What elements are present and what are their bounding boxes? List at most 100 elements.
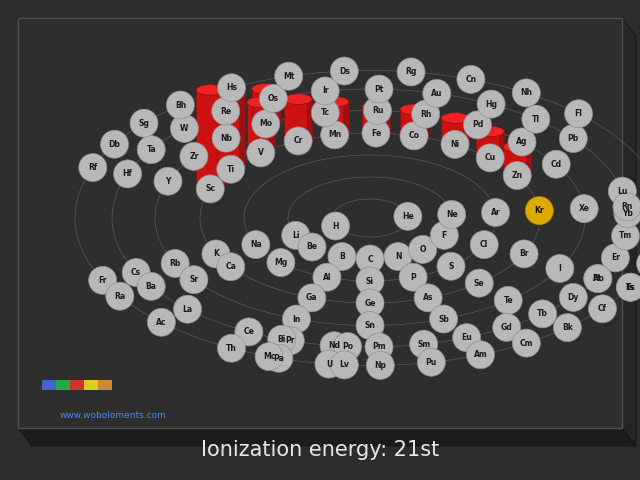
Circle shape [465, 269, 493, 297]
Bar [42, 380, 56, 390]
Polygon shape [499, 132, 504, 158]
Text: Cd: Cd [550, 160, 562, 169]
Circle shape [242, 230, 270, 259]
Circle shape [247, 139, 275, 167]
Text: Rb: Rb [170, 259, 181, 268]
Circle shape [173, 295, 202, 323]
Polygon shape [284, 99, 312, 141]
Bar [56, 380, 70, 390]
Circle shape [366, 351, 394, 379]
Text: N: N [395, 252, 401, 261]
Circle shape [218, 334, 246, 362]
Text: Ir: Ir [322, 86, 328, 96]
Ellipse shape [247, 97, 275, 108]
Ellipse shape [441, 139, 469, 150]
Circle shape [235, 318, 263, 346]
Circle shape [268, 325, 296, 353]
Circle shape [570, 194, 598, 223]
Text: Lu: Lu [617, 187, 628, 196]
Circle shape [212, 124, 240, 152]
Text: Mn: Mn [328, 131, 341, 139]
Ellipse shape [252, 119, 280, 129]
Circle shape [397, 58, 425, 86]
Circle shape [267, 249, 295, 276]
Circle shape [637, 250, 640, 277]
Text: Os: Os [268, 94, 279, 103]
Text: Bi: Bi [278, 335, 286, 344]
Text: Br: Br [519, 250, 529, 258]
Circle shape [493, 313, 521, 341]
Text: Bh: Bh [175, 100, 186, 109]
Circle shape [508, 128, 536, 156]
Circle shape [559, 283, 588, 312]
Circle shape [321, 212, 349, 240]
Circle shape [330, 57, 358, 85]
Circle shape [365, 333, 393, 361]
Ellipse shape [252, 84, 280, 94]
Text: Eu: Eu [461, 333, 472, 342]
Circle shape [529, 300, 557, 328]
Text: Se: Se [474, 278, 484, 288]
Circle shape [259, 84, 287, 112]
Circle shape [170, 114, 198, 143]
Text: Na: Na [250, 240, 262, 249]
Ellipse shape [441, 113, 469, 123]
Circle shape [122, 259, 150, 287]
Circle shape [88, 266, 116, 294]
Text: Sr: Sr [189, 275, 198, 284]
Circle shape [282, 221, 310, 249]
Text: Ni: Ni [451, 140, 460, 149]
Text: Tl: Tl [532, 115, 540, 124]
Ellipse shape [362, 101, 390, 112]
Ellipse shape [400, 131, 428, 141]
Circle shape [217, 253, 244, 281]
Text: H: H [332, 222, 339, 230]
Circle shape [100, 130, 129, 158]
Text: Ta: Ta [147, 145, 156, 154]
Text: Mc: Mc [263, 352, 275, 361]
Bar [70, 380, 84, 390]
Circle shape [275, 62, 303, 90]
Circle shape [217, 155, 244, 183]
Circle shape [161, 250, 189, 277]
Polygon shape [385, 107, 390, 133]
Text: Mg: Mg [275, 258, 287, 267]
Polygon shape [196, 90, 224, 189]
Text: B: B [339, 252, 345, 261]
Circle shape [137, 272, 165, 300]
Text: Nh: Nh [520, 88, 532, 97]
Circle shape [356, 312, 384, 339]
Text: Ts: Ts [626, 283, 635, 292]
Polygon shape [400, 109, 428, 136]
Ellipse shape [362, 128, 390, 138]
Circle shape [613, 193, 640, 221]
Circle shape [265, 344, 293, 372]
Text: La: La [182, 305, 193, 314]
Text: Au: Au [431, 89, 442, 98]
Ellipse shape [476, 126, 504, 137]
Text: K: K [213, 250, 219, 258]
Text: Hf: Hf [123, 169, 132, 179]
Text: Pa: Pa [273, 354, 284, 363]
Circle shape [298, 233, 326, 261]
Ellipse shape [196, 84, 224, 95]
Polygon shape [307, 99, 312, 141]
Circle shape [510, 240, 538, 268]
Text: Fl: Fl [575, 109, 582, 118]
Text: He: He [402, 212, 413, 221]
Circle shape [180, 265, 208, 294]
Circle shape [113, 160, 141, 188]
Circle shape [513, 79, 540, 107]
Circle shape [315, 350, 343, 378]
Ellipse shape [217, 82, 244, 92]
Circle shape [180, 143, 208, 170]
Text: Yb: Yb [623, 209, 634, 218]
Text: As: As [423, 293, 433, 302]
Circle shape [328, 242, 356, 271]
Text: Si: Si [366, 276, 374, 286]
Ellipse shape [284, 136, 312, 146]
Text: Mo: Mo [259, 120, 273, 129]
Circle shape [212, 97, 240, 125]
Text: Ga: Ga [306, 293, 317, 302]
Polygon shape [622, 18, 636, 446]
